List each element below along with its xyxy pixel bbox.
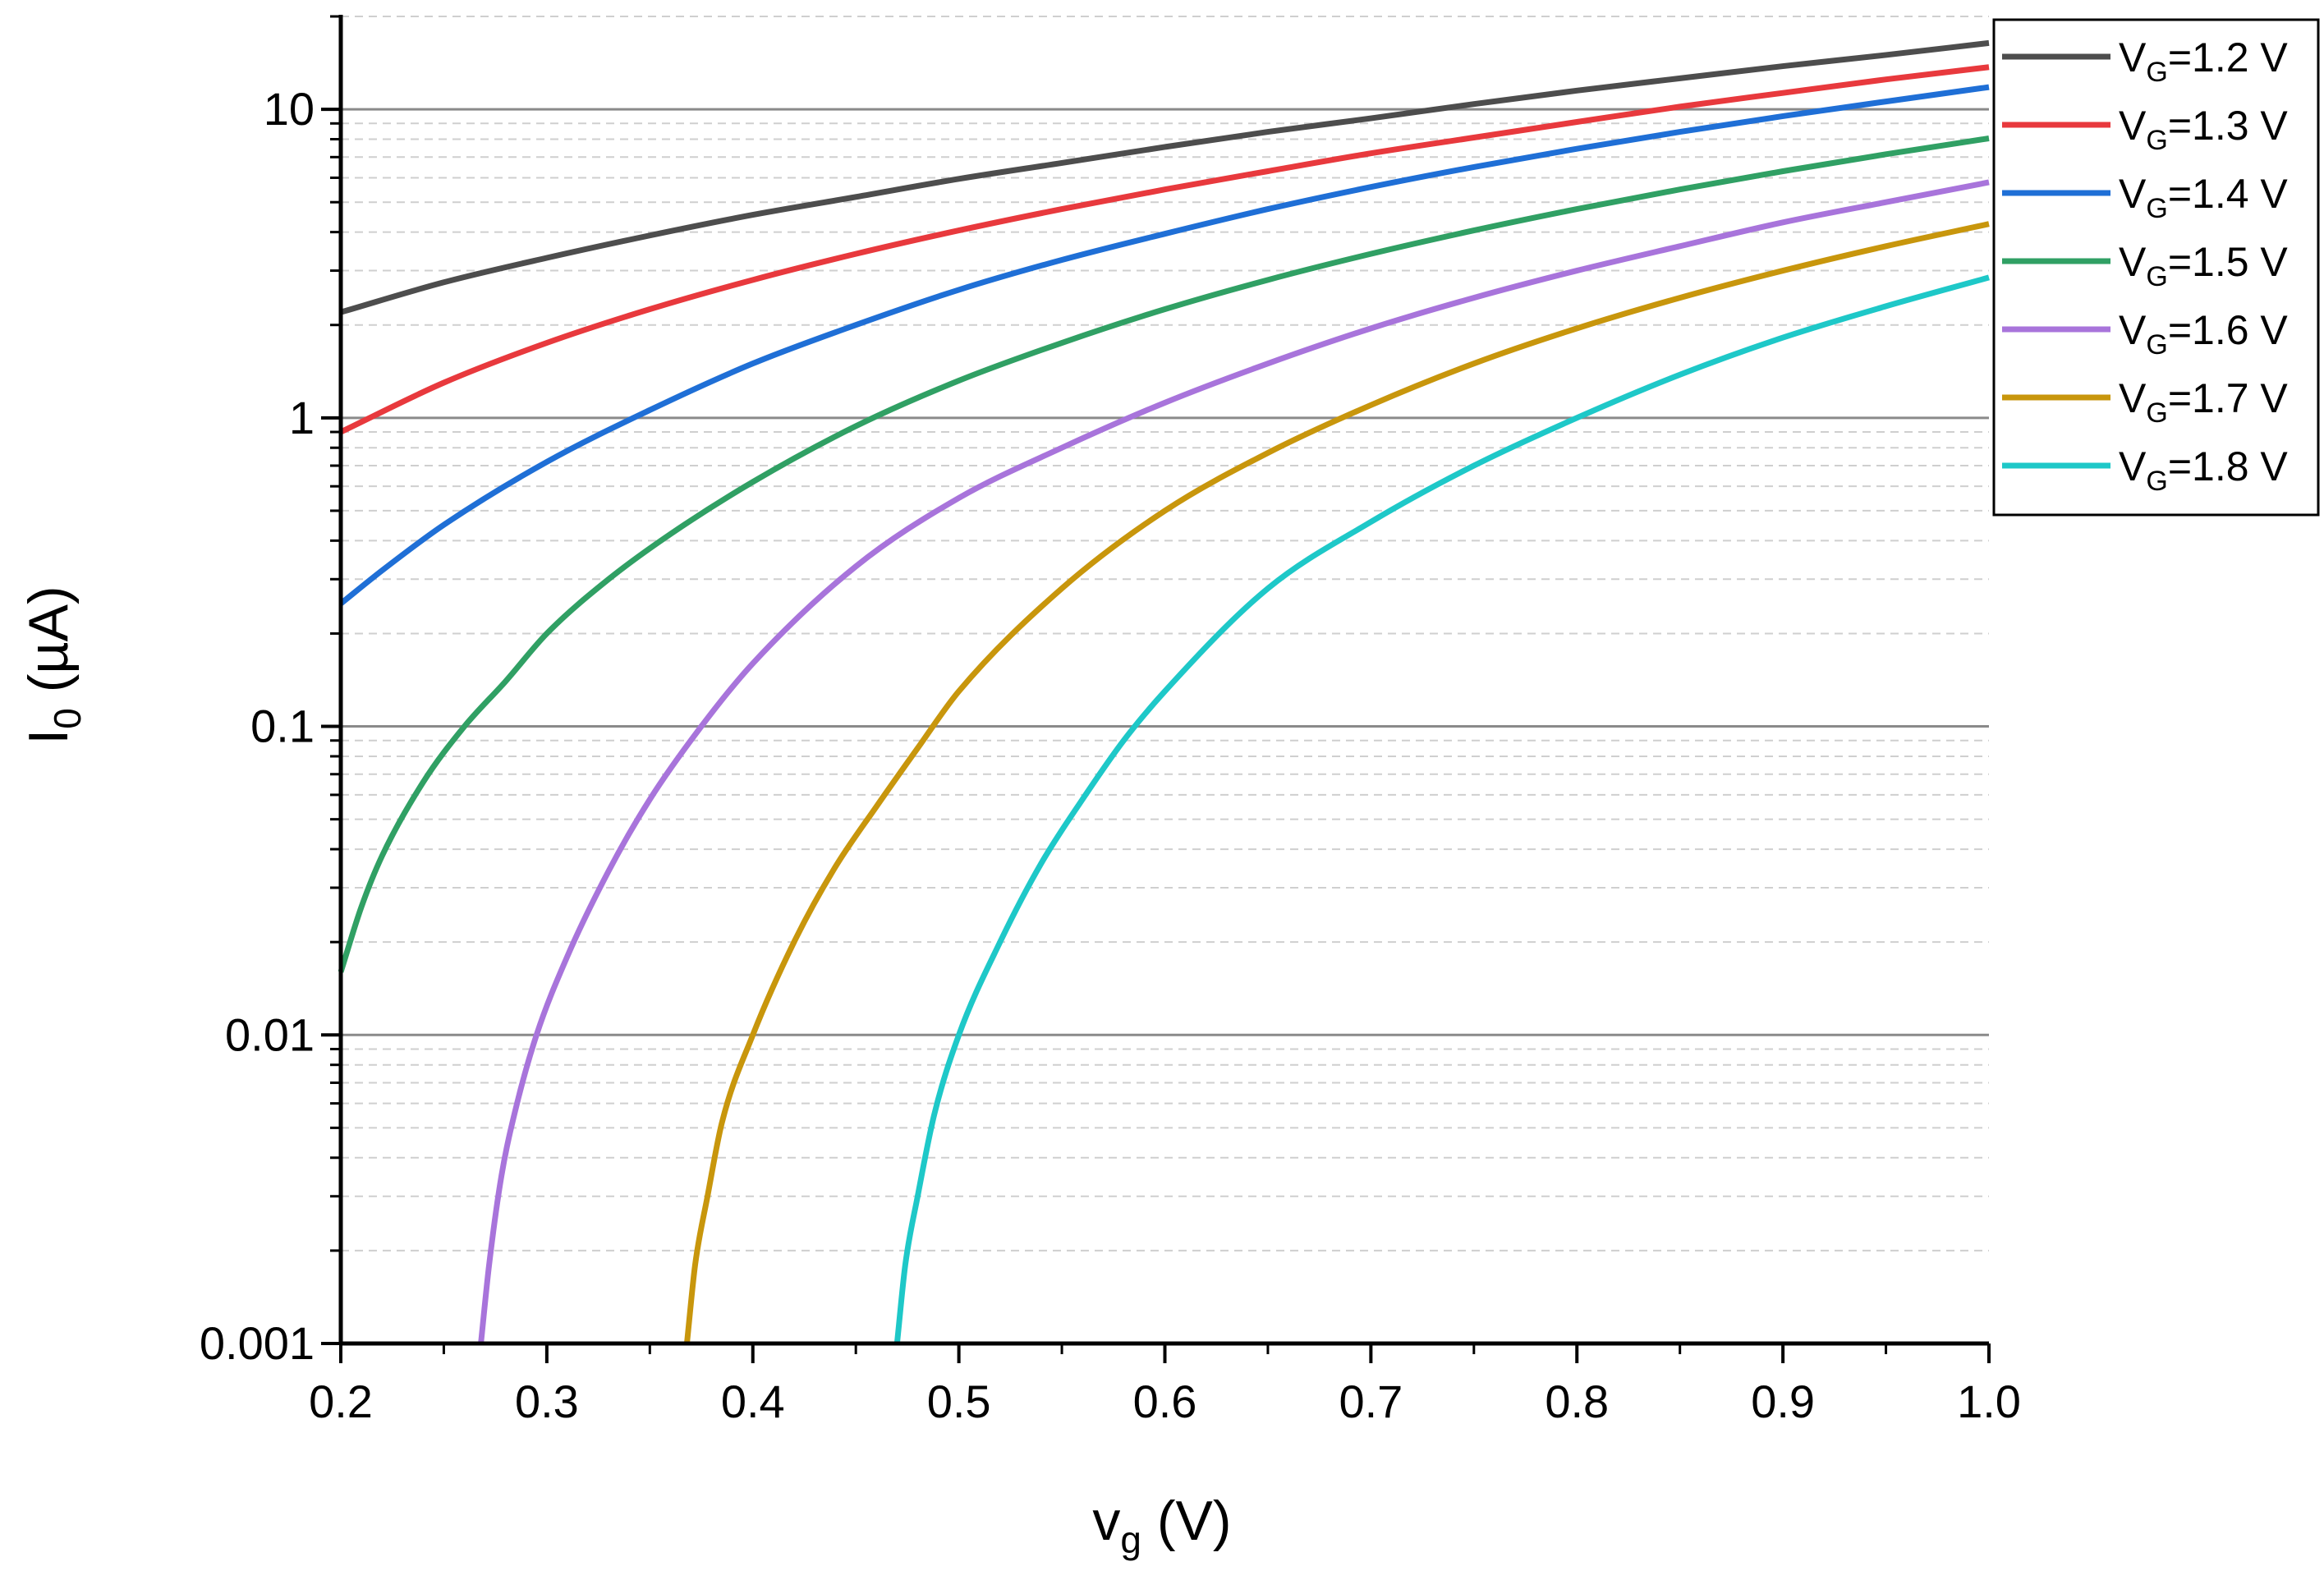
y-tick-label: 0.1	[250, 700, 315, 752]
series-line-5	[478, 179, 1990, 1344]
tick-layer: 0.001 0.01 0.1 1 10 0.2 0.3 0.4 0.5 0.6 0.7 0.8 0.9 1…	[200, 15, 2021, 1427]
legend-box	[1992, 18, 2320, 517]
legend-label-5: VG=1.6 V	[2119, 307, 2288, 361]
x-tick-label: 0.5	[927, 1376, 991, 1427]
x-tick-label: 1.0	[1957, 1376, 2021, 1427]
y-tick-label: 0.01	[225, 1008, 315, 1060]
legend-label-7: VG=1.8 V	[2119, 443, 2288, 497]
series-line-2	[339, 64, 1990, 435]
x-tick-label: 0.4	[721, 1376, 785, 1427]
legend: VG=1.2 V VG=1.3 V VG=1.4 V VG=1.5 V VG=1.6 V…	[1992, 18, 2320, 517]
x-tick-label: 0.6	[1133, 1376, 1197, 1427]
x-tick-label: 0.7	[1339, 1376, 1403, 1427]
legend-label-4: VG=1.5 V	[2119, 239, 2288, 292]
x-tick-label: 0.9	[1751, 1376, 1815, 1427]
y-axis-title: I0 (µA)	[17, 586, 89, 744]
y-tick-label: 0.001	[200, 1317, 315, 1369]
series-line-3	[338, 84, 1990, 606]
x-axis-title: vg (V)	[1092, 1490, 1231, 1561]
x-tick-label: 0.3	[515, 1376, 579, 1427]
legend-label-6: VG=1.7 V	[2119, 375, 2288, 429]
legend-label-1: VG=1.2 V	[2119, 34, 2288, 88]
axes-layer	[338, 15, 1989, 1346]
series-line-1	[340, 39, 1990, 315]
series-line-7	[893, 274, 1990, 1344]
x-tick-label: 0.2	[309, 1376, 373, 1427]
series-line-4	[338, 135, 1990, 973]
x-tick-label: 0.8	[1545, 1376, 1609, 1427]
legend-label-2: VG=1.3 V	[2119, 103, 2288, 156]
series-layer	[338, 39, 1990, 1344]
legend-label-3: VG=1.4 V	[2119, 171, 2288, 224]
series-line-6	[683, 221, 1990, 1344]
y-tick-label: 1	[289, 392, 315, 443]
y-tick-label: 10	[264, 83, 315, 135]
grid-layer	[341, 16, 1989, 1345]
